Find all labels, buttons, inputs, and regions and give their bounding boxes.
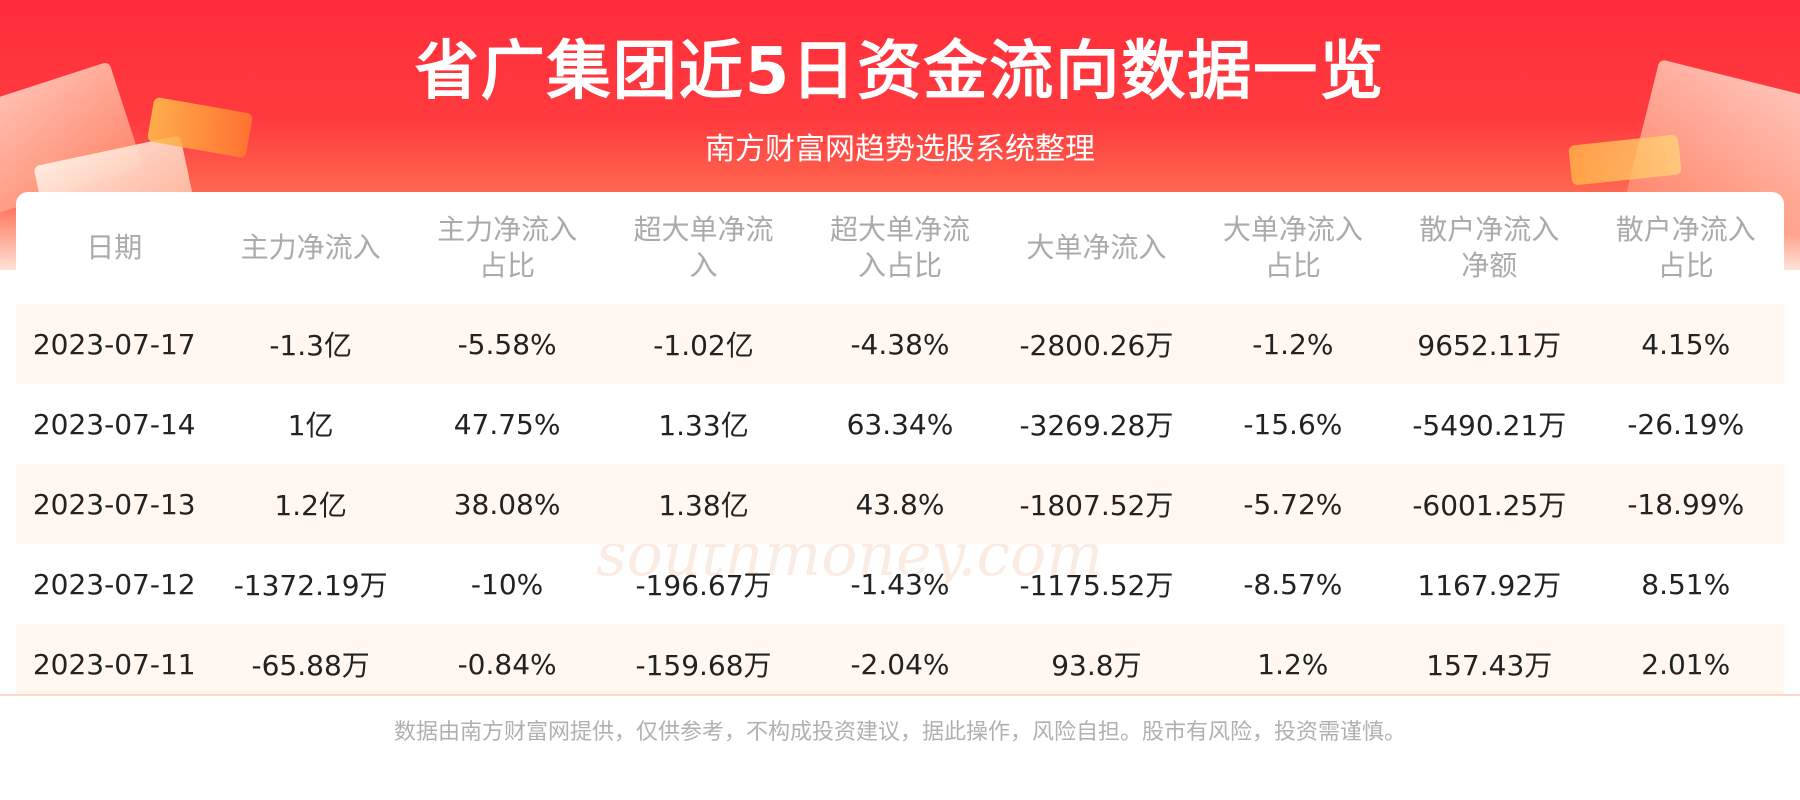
- table-cell: -2.04%: [801, 624, 999, 694]
- column-header: 日期: [16, 192, 212, 304]
- table-cell: 2023-07-12: [32, 567, 196, 601]
- column-header-label: 散户净流入净额: [1419, 213, 1560, 282]
- column-header: 超大单净流入: [605, 192, 801, 304]
- table-cell: -1.43%: [850, 567, 950, 601]
- column-header-label: 超大单净流入占比: [829, 213, 970, 282]
- page-title: 省广集团近5日资金流向数据一览: [414, 35, 1386, 109]
- table-cell: 47.75%: [453, 407, 561, 441]
- table-cell: 93.8万: [998, 624, 1195, 694]
- column-header: 散户净流入占比: [1588, 192, 1785, 304]
- table-cell: 38.08%: [408, 464, 606, 544]
- column-header: 散户净流入净额: [1391, 192, 1587, 304]
- table-row: 2023-07-13 1.2亿 38.08% 1.38亿 43.8% -1807.52万 -…: [16, 464, 1784, 544]
- table-cell: -1372.19万: [233, 569, 388, 602]
- column-header: 主力净流入: [212, 192, 408, 304]
- table-cell: -196.67万: [635, 569, 772, 602]
- column-header-label: 超大单净流入: [633, 213, 774, 282]
- table-cell: -0.84%: [408, 624, 606, 694]
- table-cell: -1807.52万: [998, 464, 1195, 544]
- table-cell: -65.88万: [212, 624, 409, 694]
- table-row: 2023-07-14 1亿 47.75% 1.33亿 63.34% -3269.28万 -1…: [16, 384, 1784, 464]
- data-card: 南方财富网 southmoney.com 日期主力净流入主力净流入占比超大单净流…: [16, 192, 1784, 694]
- column-header-label: 主力净流入占比: [437, 213, 578, 282]
- table-cell: -5.72%: [1194, 464, 1392, 544]
- column-header-label: 大单净流入: [1026, 231, 1167, 264]
- table-cell: -1175.52万: [1019, 569, 1174, 602]
- table-cell: 8.51%: [1641, 567, 1731, 601]
- table-cell: 2023-07-17: [16, 304, 213, 384]
- table-row: 2023-07-11 -65.88万 -0.84% -159.68万 -2.04% 93.…: [16, 624, 1784, 694]
- table-cell: 2023-07-13: [16, 464, 213, 544]
- table-cell: 1.38亿: [605, 464, 802, 544]
- table-cell: -8.57%: [1243, 567, 1343, 601]
- table-cell: 1167.92万: [1417, 569, 1562, 602]
- table-row: 2023-07-17 -1.3亿 -5.58% -1.02亿 -4.38% -2800.2…: [16, 304, 1784, 384]
- column-header-label: 主力净流入: [240, 231, 381, 264]
- table-cell: 157.43万: [1391, 624, 1588, 694]
- table-cell: -26.19%: [1627, 407, 1745, 441]
- table-cell: -159.68万: [605, 624, 802, 694]
- column-header: 超大单净流入占比: [802, 192, 998, 304]
- table-cell: 63.34%: [846, 407, 954, 441]
- table-body: 2023-07-17 -1.3亿 -5.58% -1.02亿 -4.38% -2800.2…: [16, 304, 1784, 694]
- column-header: 大单净流入: [998, 192, 1194, 304]
- column-header-label: 日期: [86, 231, 143, 264]
- table-header-row: 日期 主力净流入 主力净流入占比 超大单净流入 超大单净流入占比 大单净流入 大单净流入占比…: [16, 192, 1784, 304]
- table-cell: -1.3亿: [212, 304, 409, 384]
- column-header-label: 大单净流入占比: [1222, 213, 1363, 282]
- table-cell: -4.38%: [801, 304, 999, 384]
- fund-flow-table: 日期 主力净流入 主力净流入占比 超大单净流入 超大单净流入占比 大单净流入 大单净流入占比…: [16, 192, 1784, 694]
- table-cell: -1.2%: [1194, 304, 1392, 384]
- table-cell: 1.33亿: [658, 409, 749, 442]
- table-cell: -10%: [470, 567, 544, 601]
- table-cell: 43.8%: [801, 464, 999, 544]
- table-cell: -1.02亿: [605, 304, 802, 384]
- table-cell: -5.58%: [408, 304, 606, 384]
- table-cell: 1亿: [287, 409, 334, 442]
- table-cell: -18.99%: [1587, 464, 1784, 544]
- table-cell: -15.6%: [1243, 407, 1343, 441]
- table-cell: -6001.25万: [1391, 464, 1588, 544]
- table-cell: 2023-07-11: [16, 624, 213, 694]
- table-cell: 1.2亿: [212, 464, 409, 544]
- table-cell: 9652.11万: [1391, 304, 1588, 384]
- page-subtitle: 南方财富网趋势选股系统整理: [705, 132, 1095, 167]
- footer-disclaimer: 数据由南方财富网提供，仅供参考，不构成投资建议，据此操作，风险自担。股市有风险，…: [393, 720, 1406, 745]
- table-cell: 2.01%: [1587, 624, 1784, 694]
- table-cell: 1.2%: [1194, 624, 1392, 694]
- table-cell: -3269.28万: [1019, 409, 1174, 442]
- table-cell: -2800.26万: [998, 304, 1195, 384]
- table-row: 2023-07-12 -1372.19万 -10% -196.67万 -1.43% -11…: [16, 544, 1784, 624]
- table-cell: -5490.21万: [1412, 409, 1567, 442]
- column-header: 大单净流入占比: [1195, 192, 1391, 304]
- column-header-label: 散户净流入占比: [1615, 213, 1756, 282]
- divider: [0, 694, 1800, 696]
- table-cell: 4.15%: [1587, 304, 1784, 384]
- table-cell: 2023-07-14: [32, 407, 196, 441]
- column-header: 主力净流入占比: [409, 192, 605, 304]
